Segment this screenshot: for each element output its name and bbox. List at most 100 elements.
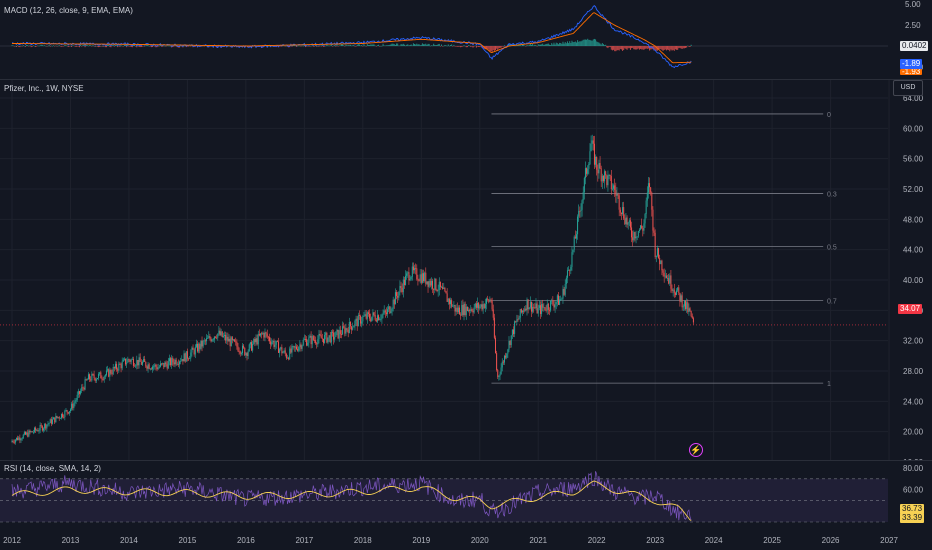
macd-hist-bar — [441, 44, 443, 46]
macd-hist-bar — [655, 46, 657, 51]
macd-hist-bar — [636, 46, 638, 50]
macd-hist-bar — [114, 45, 116, 46]
candle-body — [113, 367, 115, 369]
candle-body — [211, 339, 213, 342]
candle-body — [490, 299, 492, 301]
candle-body — [352, 327, 354, 330]
macd-hist-bar — [409, 44, 411, 46]
macd-hist-bar — [647, 46, 649, 49]
macd-hist-bar — [334, 45, 336, 46]
candle-body — [501, 361, 503, 368]
candle-body — [638, 229, 640, 232]
macd-hist-bar — [566, 41, 568, 46]
candle-body — [206, 338, 208, 342]
macd-hist-bar — [561, 43, 563, 46]
candle-body — [588, 164, 590, 169]
price-pane[interactable]: 64.0060.0056.0052.0048.0044.0040.0036.00… — [0, 80, 932, 460]
time-axis-labels: 2012 2013 2014 2015 2016 2017 2018 2019 2020 2021… — [3, 536, 898, 545]
candle-body — [46, 424, 48, 429]
candle-body — [634, 232, 636, 239]
candle-body — [414, 268, 416, 271]
candle-body — [517, 319, 519, 321]
macd-pane[interactable]: 5.002.500.00-2.50 MACD (12, 26, close, 9… — [0, 0, 932, 79]
macd-hist-bar — [339, 45, 341, 46]
candle-body — [340, 334, 342, 335]
macd-hist-bar — [383, 45, 385, 47]
candle-body — [21, 438, 23, 440]
candle-body — [454, 305, 456, 312]
candle-body — [35, 427, 37, 431]
candle-body — [659, 258, 661, 265]
candle-body — [533, 306, 535, 308]
candle-body — [143, 358, 145, 362]
candle-body — [57, 417, 59, 418]
rsi-value-badge: 36.73 — [900, 504, 925, 514]
candle-body — [358, 315, 360, 316]
macd-hist-bar — [400, 44, 402, 46]
macd-hist-bar — [356, 44, 358, 46]
candle-body — [74, 401, 76, 404]
candle-body — [497, 369, 499, 377]
candle-body — [222, 335, 224, 337]
candle-body — [444, 287, 446, 292]
macd-hist-bar — [473, 46, 475, 47]
macd-hist-bar — [146, 44, 148, 46]
candle-body — [261, 333, 263, 335]
macd-hist-bar — [498, 46, 500, 49]
macd-hist-bar — [318, 46, 320, 47]
currency-button[interactable]: USD — [893, 80, 923, 96]
candle-body — [397, 295, 399, 298]
macd-hist-bar — [578, 41, 580, 46]
macd-hist-bar — [637, 46, 639, 49]
macd-hist-bar — [342, 44, 344, 46]
macd-hist-bar — [562, 41, 564, 46]
candle-body — [336, 329, 338, 332]
macd-hist-bar — [669, 46, 671, 52]
macd-hist-bar — [611, 46, 613, 51]
candle-body — [472, 311, 474, 313]
macd-hist-bar — [591, 40, 593, 46]
candle-body — [375, 319, 377, 322]
candle-body — [583, 177, 585, 193]
last-price-badge: 34.07 — [898, 304, 923, 314]
candle-body — [198, 343, 200, 352]
rsi-sma-badge: 33.39 — [900, 513, 925, 523]
macd-hist-bar — [419, 45, 421, 46]
macd-hist-bar — [682, 46, 684, 49]
macd-hist-bar — [574, 41, 576, 46]
candle-body — [611, 188, 613, 190]
lightning-icon[interactable]: ⚡ — [689, 443, 703, 457]
candle-body — [441, 286, 443, 288]
candle-body — [306, 339, 308, 346]
fib-level-label: 1 — [827, 381, 831, 388]
candle-body — [194, 346, 196, 355]
macd-hist-bar — [544, 44, 546, 46]
macd-hist-bar — [608, 46, 610, 47]
macd-tick-label: 2.50 — [905, 21, 921, 30]
candle-body — [15, 437, 17, 440]
candle-body — [354, 320, 356, 327]
macd-hist-bar — [372, 44, 374, 46]
macd-hist-bar — [100, 46, 102, 47]
candle-body — [309, 335, 311, 338]
macd-hist-bar — [430, 45, 432, 46]
candle-body — [167, 361, 169, 369]
candle-body — [421, 273, 423, 283]
candle-body — [691, 316, 693, 319]
macd-hist-bar — [354, 46, 356, 47]
time-axis[interactable]: 2012 2013 2014 2015 2016 2017 2018 2019 2020 2021… — [0, 528, 932, 550]
macd-hist-bar — [482, 46, 484, 49]
macd-hist-bar — [280, 46, 282, 47]
candle-body — [550, 300, 552, 311]
candle-body — [40, 425, 42, 427]
candle-body — [173, 362, 175, 365]
candle-body — [617, 194, 619, 196]
macd-hist-bar — [290, 45, 292, 46]
macd-hist-bar — [644, 46, 646, 49]
candle-body — [575, 234, 577, 239]
candle-body — [534, 307, 536, 309]
candle-body — [148, 364, 150, 369]
candle-body — [44, 424, 46, 429]
macd-hist-bar — [343, 45, 345, 46]
